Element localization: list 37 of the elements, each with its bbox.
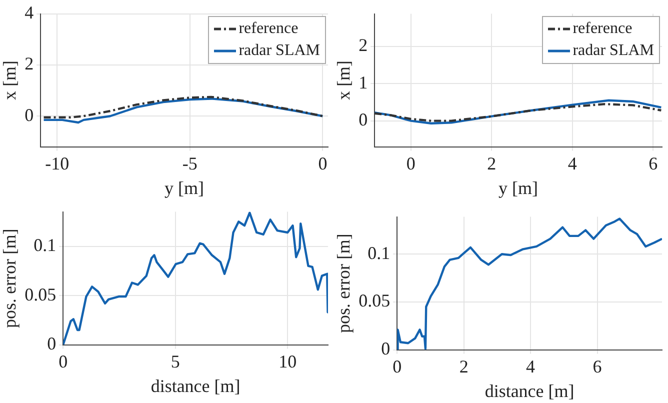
x-tick-label: 0 [406,153,416,174]
x-tick-label: 4 [568,153,577,174]
x-tick-label: 10 [278,351,297,372]
x-axis-title: distance [m] [150,376,240,396]
y-tick-label: 2 [24,54,34,74]
x-tick-label: 6 [648,153,658,174]
y-tick-label: 0 [381,338,390,359]
y-axis-title: pos. error [m] [334,234,354,334]
x-axis-title: y [m] [498,178,538,198]
x-tick-label: 4 [526,356,536,376]
y-tick-label: 0.05 [24,284,56,304]
y-tick-label: 1 [358,72,368,92]
legend-label: radar SLAM [238,40,320,61]
y-axis-title: x [m] [334,60,354,100]
y-tick-label: 0 [358,110,368,130]
legend-label: reference [238,18,298,39]
x-tick-label: 5 [170,351,180,372]
x-axis-title: distance [m] [484,380,574,401]
x-tick-label: 0 [318,153,328,174]
legend-label: radar SLAM [572,40,654,61]
x-tick-label: 2 [459,356,468,376]
x-tick-label: 2 [487,153,496,174]
y-tick-label: 0.1 [368,242,390,263]
y-tick-label: 0.1 [34,235,56,256]
y-tick-label: 0.05 [358,290,390,311]
x-tick-label: -10 [45,153,70,174]
x-tick-label: -5 [182,153,198,174]
line-series [42,96,324,118]
y-tick-label: 0 [24,104,34,125]
y-tick-label: 0 [47,334,56,354]
x-tick-label: 6 [592,356,602,376]
y-axis-title: pos. error [m] [0,228,20,328]
y-tick-label: 2 [358,35,368,56]
y-axis-title: x [m] [0,60,20,100]
legend-label: reference [572,18,632,39]
x-axis-title: y [m] [164,178,204,198]
y-tick-label: 4 [24,2,34,23]
